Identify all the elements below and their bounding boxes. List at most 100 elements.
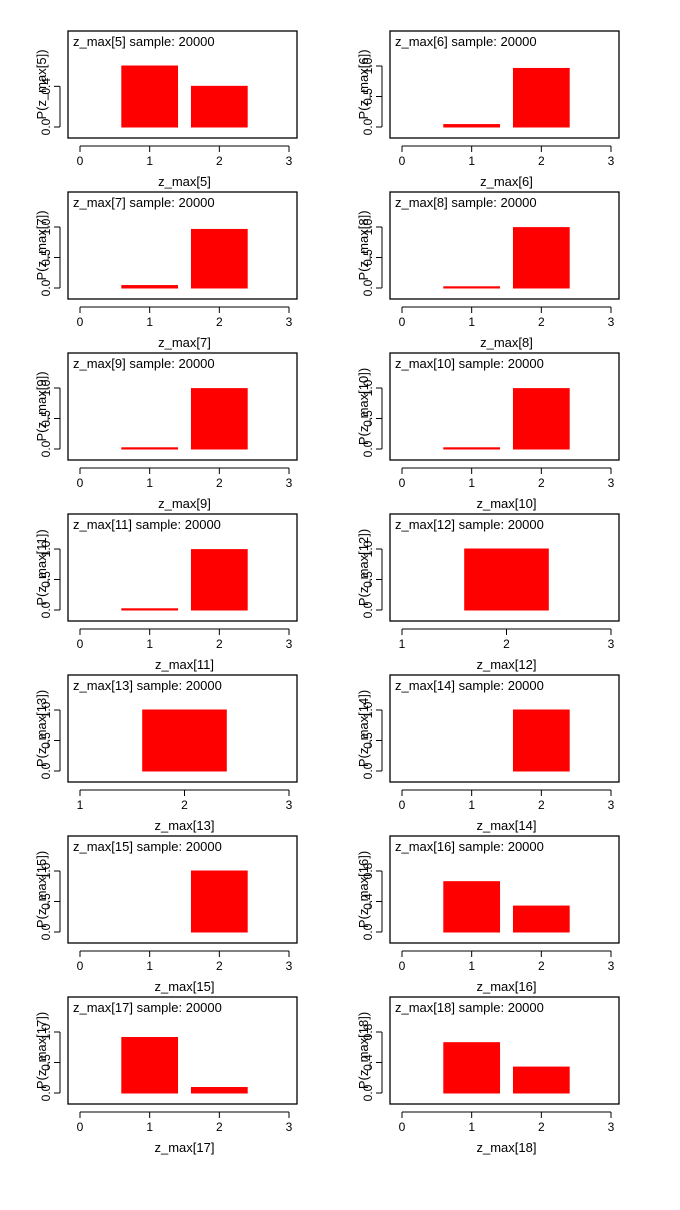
bar bbox=[512, 905, 570, 933]
bar bbox=[464, 548, 549, 611]
x-tick-label: 2 bbox=[181, 798, 188, 812]
plot-frame bbox=[389, 674, 620, 783]
x-tick-label: 1 bbox=[146, 476, 153, 490]
x-tick-label: 2 bbox=[216, 959, 223, 973]
y-tick-label: 0.0 bbox=[361, 279, 375, 296]
x-tick-label: 2 bbox=[538, 1120, 545, 1134]
y-axis-label: P(z_max[16]) bbox=[356, 851, 371, 928]
bar-chart: z_max[7] sample: 20000 0 1 2 3 z_max[7] 0.0 0.5… bbox=[34, 191, 298, 350]
bar bbox=[443, 124, 501, 128]
bar-chart: z_max[14] sample: 20000 0 1 2 3 z_max[14] 0.0 0… bbox=[356, 674, 620, 833]
x-tick-label: 3 bbox=[286, 959, 293, 973]
bar-chart: z_max[8] sample: 20000 0 1 2 3 z_max[8] 0.0 0.5… bbox=[356, 191, 620, 350]
bar bbox=[443, 286, 501, 289]
chart-title: z_max[17] sample: 20000 bbox=[73, 1000, 222, 1015]
x-tick-label: 0 bbox=[399, 154, 406, 168]
chart-panel: z_max[6] sample: 20000 0 1 2 3 z_max[6] 0.0 0.5… bbox=[322, 29, 662, 189]
x-tick-label: 3 bbox=[608, 154, 615, 168]
y-tick-label: 0.0 bbox=[361, 440, 375, 457]
chart-title: z_max[9] sample: 20000 bbox=[73, 356, 215, 371]
x-axis-label: z_max[17] bbox=[155, 1140, 215, 1155]
chart-title: z_max[12] sample: 20000 bbox=[395, 517, 544, 532]
y-tick-label: 0.5 bbox=[39, 571, 53, 588]
x-tick-label: 2 bbox=[538, 476, 545, 490]
bar-chart: z_max[13] sample: 20000 1 2 3 z_max[13] 0.0 0.… bbox=[34, 674, 298, 833]
y-axis-label: P(z_max[12]) bbox=[356, 529, 371, 606]
x-tick-label: 1 bbox=[468, 476, 475, 490]
y-tick-label: 0.5 bbox=[39, 1054, 53, 1071]
bar bbox=[142, 709, 227, 772]
bar bbox=[443, 447, 501, 450]
bar-chart: z_max[6] sample: 20000 0 1 2 3 z_max[6] 0.0 0.5… bbox=[356, 30, 620, 189]
y-tick-label: 0.0 bbox=[39, 1084, 53, 1101]
bar bbox=[121, 1036, 179, 1094]
x-tick-label: 1 bbox=[77, 798, 84, 812]
plot-frame bbox=[67, 674, 298, 783]
plot-frame bbox=[67, 835, 298, 944]
bar bbox=[190, 870, 248, 933]
y-axis-label: P(z_max[11]) bbox=[34, 529, 49, 605]
y-tick-label: 0.5 bbox=[39, 893, 53, 910]
chart-panel: z_max[14] sample: 20000 0 1 2 3 z_max[14] 0.0 0… bbox=[322, 673, 662, 833]
x-axis-label: z_max[9] bbox=[158, 496, 211, 511]
bar bbox=[443, 1042, 501, 1094]
x-tick-label: 3 bbox=[286, 154, 293, 168]
y-axis-label: P(z_max[18]) bbox=[356, 1012, 371, 1089]
x-tick-label: 0 bbox=[77, 637, 84, 651]
x-tick-label: 1 bbox=[146, 315, 153, 329]
y-axis-label: P(z_max[10]) bbox=[356, 368, 371, 445]
plot-frame bbox=[389, 352, 620, 461]
bar-chart: z_max[10] sample: 20000 0 1 2 3 z_max[10] 0.0 0… bbox=[356, 352, 620, 511]
x-axis-label: z_max[16] bbox=[477, 979, 537, 994]
bar bbox=[512, 67, 570, 128]
chart-title: z_max[10] sample: 20000 bbox=[395, 356, 544, 371]
chart-panel: z_max[12] sample: 20000 1 2 3 z_max[12] 0.0 0.… bbox=[322, 512, 662, 672]
y-tick-label: 1.0 bbox=[39, 540, 53, 557]
y-tick-label: 0.4 bbox=[361, 893, 375, 910]
y-axis-label: P(z_max[7]) bbox=[34, 210, 49, 280]
x-axis-label: z_max[13] bbox=[155, 818, 215, 833]
x-tick-label: 1 bbox=[146, 154, 153, 168]
bar bbox=[190, 1087, 248, 1094]
chart-panel: z_max[16] sample: 20000 0 1 2 3 z_max[16] 0.0 0… bbox=[322, 834, 662, 994]
x-tick-label: 0 bbox=[77, 1120, 84, 1134]
chart-panel: z_max[18] sample: 20000 0 1 2 3 z_max[18] 0.0 0… bbox=[322, 995, 662, 1155]
y-tick-label: 0.8 bbox=[361, 1023, 375, 1040]
y-tick-label: 1.0 bbox=[361, 540, 375, 557]
x-tick-label: 2 bbox=[216, 476, 223, 490]
y-tick-label: 0.0 bbox=[39, 601, 53, 618]
y-tick-label: 0.4 bbox=[361, 1054, 375, 1071]
bar bbox=[512, 709, 570, 772]
y-tick-label: 0.5 bbox=[361, 571, 375, 588]
x-axis-label: z_max[7] bbox=[158, 335, 211, 350]
x-tick-label: 1 bbox=[399, 637, 406, 651]
chart-panel: z_max[17] sample: 20000 0 1 2 3 z_max[17] 0.0 0… bbox=[0, 995, 340, 1155]
bar bbox=[190, 388, 248, 450]
chart-panel: z_max[9] sample: 20000 0 1 2 3 z_max[9] 0.0 0.5… bbox=[0, 351, 340, 511]
chart-title: z_max[18] sample: 20000 bbox=[395, 1000, 544, 1015]
bar bbox=[512, 388, 570, 450]
y-tick-label: 0.5 bbox=[361, 410, 375, 427]
y-tick-label: 0.8 bbox=[361, 862, 375, 879]
plot-frame bbox=[389, 191, 620, 300]
bar bbox=[121, 65, 179, 128]
y-axis-label: P(z_max[5]) bbox=[34, 49, 49, 119]
x-tick-label: 1 bbox=[146, 1120, 153, 1134]
plot-frame bbox=[67, 513, 298, 622]
x-axis-label: z_max[5] bbox=[158, 174, 211, 189]
y-tick-label: 0.0 bbox=[361, 601, 375, 618]
x-tick-label: 3 bbox=[286, 1120, 293, 1134]
x-tick-label: 0 bbox=[399, 959, 406, 973]
bar bbox=[443, 881, 501, 933]
y-tick-label: 1.0 bbox=[39, 218, 53, 235]
y-tick-label: 0.5 bbox=[361, 732, 375, 749]
y-tick-label: 0.0 bbox=[39, 762, 53, 779]
x-axis-label: z_max[10] bbox=[477, 496, 537, 511]
plot-frame bbox=[389, 835, 620, 944]
y-tick-label: 0.0 bbox=[39, 923, 53, 940]
plot-frame bbox=[389, 996, 620, 1105]
y-axis-label: P(z_max[15]) bbox=[34, 851, 49, 928]
y-tick-label: 0.0 bbox=[39, 440, 53, 457]
x-axis-label: z_max[12] bbox=[477, 657, 537, 672]
x-tick-label: 0 bbox=[77, 476, 84, 490]
